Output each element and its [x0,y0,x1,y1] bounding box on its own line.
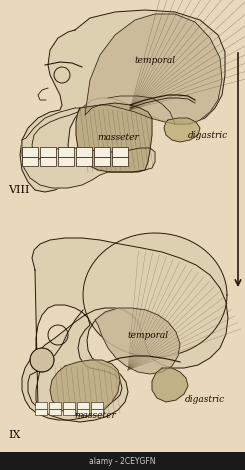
Bar [49,409,61,415]
Text: IX: IX [8,430,20,440]
Polygon shape [22,238,228,420]
Bar [35,402,47,409]
Bar [58,157,74,166]
Bar [76,147,92,157]
Text: temporal: temporal [127,330,169,339]
Bar [91,402,103,409]
Text: VIII: VIII [8,185,29,195]
Bar [22,157,38,166]
Bar [40,147,56,157]
Bar [112,147,128,157]
Polygon shape [76,103,152,172]
Bar [22,147,38,157]
Circle shape [30,348,54,372]
Bar [112,157,128,166]
Polygon shape [152,368,188,402]
Polygon shape [50,360,120,416]
Polygon shape [28,310,128,422]
Polygon shape [164,118,200,142]
Polygon shape [22,108,155,188]
Bar [63,409,75,415]
Bar [77,409,89,415]
Polygon shape [20,10,225,192]
Bar [94,147,110,157]
Text: alamy - 2CEYGFN: alamy - 2CEYGFN [89,456,155,465]
Bar [94,157,110,166]
Text: digastric: digastric [185,395,225,405]
Text: masseter: masseter [97,133,139,142]
Bar [0,452,245,470]
Bar [63,402,75,409]
Bar [35,409,47,415]
Bar [40,157,56,166]
Bar [49,402,61,409]
Text: temporal: temporal [135,55,176,64]
Bar [77,402,89,409]
Polygon shape [95,308,180,374]
Polygon shape [85,14,222,124]
Bar [76,157,92,166]
Bar [58,147,74,157]
Polygon shape [83,233,227,357]
Text: digastric: digastric [188,131,228,140]
Text: masseter: masseter [74,410,116,420]
Bar [91,409,103,415]
